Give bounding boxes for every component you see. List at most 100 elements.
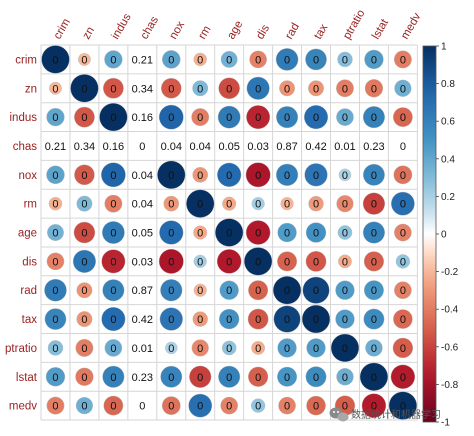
correlation-circle: [46, 396, 65, 415]
cell-value-label: 0: [110, 199, 116, 211]
correlation-circle: [160, 279, 183, 302]
correlation-circle: [46, 252, 65, 271]
correlation-circle: [278, 396, 296, 415]
column-label: dis: [254, 23, 272, 42]
correlation-circle: [304, 105, 329, 130]
row-label: lstat: [16, 372, 38, 384]
cell-value-label: 0: [197, 256, 203, 268]
row-labels: crim zn indus chas nox rm age dis rad tax ptratio l…: [5, 54, 38, 412]
correlation-circle: [391, 191, 415, 216]
cell-value-label: 0: [110, 228, 116, 240]
cell-value-label: 0: [110, 170, 116, 182]
colorbar-tick-label: 0.8: [441, 79, 455, 90]
cell-value-label: 0: [52, 170, 58, 182]
cell-value-label: 0: [342, 199, 348, 211]
correlation-circle: [302, 276, 330, 304]
correlation-circle: [47, 340, 64, 356]
correlation-circle: [103, 77, 124, 99]
cell-value-label: 0: [313, 228, 319, 240]
correlation-circle: [247, 308, 269, 330]
correlation-circle: [251, 341, 266, 355]
cell-value-label: 0: [81, 170, 87, 182]
cell-value-label: 0.16: [103, 141, 124, 153]
cell-value-label: 0: [284, 343, 290, 355]
colorbar-tick-label: 0.4: [441, 154, 455, 165]
correlation-circle: [104, 339, 123, 357]
cell-value-label: 0: [197, 372, 203, 384]
cell-value-label: 0: [226, 372, 232, 384]
correlation-circle: [193, 52, 207, 67]
cell-value-label: 0: [226, 170, 232, 182]
correlation-circle: [362, 221, 385, 244]
cell-value-label: 0: [110, 83, 116, 95]
correlation-circle: [220, 396, 238, 415]
correlation-circle: [245, 162, 271, 188]
cell-value-label: 0: [400, 54, 406, 66]
cell-value-label: 0: [52, 112, 58, 124]
cell-value-label: 0: [168, 54, 174, 66]
correlation-circle: [73, 221, 96, 244]
correlation-circle: [76, 282, 93, 299]
cell-value-label: 0: [400, 372, 406, 384]
correlation-circle: [394, 223, 412, 242]
correlation-circle: [157, 160, 186, 189]
correlation-circle: [216, 249, 242, 274]
cell-value-label: 0: [284, 170, 290, 182]
row-label: age: [18, 228, 37, 240]
cell-value-label: 0: [342, 343, 348, 355]
cell-value-label: 0: [52, 54, 58, 66]
cell-value-label: 0.04: [132, 170, 153, 182]
cell-value-label: 0: [371, 228, 377, 240]
correlation-circle: [395, 254, 411, 269]
correlation-circle: [75, 367, 94, 386]
cell-value-label: 0: [371, 170, 377, 182]
correlation-circle: [305, 48, 327, 71]
column-label: tax: [312, 22, 330, 42]
cell-value-label: 0.21: [45, 141, 66, 153]
colorbar-tick-label: -0.6: [441, 342, 459, 353]
column-label: indus: [110, 11, 134, 41]
colorbar-tick-label: 1: [441, 42, 447, 53]
cell-value-label: 0: [284, 285, 290, 297]
cell-value-label: 0: [255, 83, 261, 95]
correlation-circle: [336, 195, 354, 213]
cell-value-label: 0: [52, 199, 58, 211]
cell-value-label: 0: [226, 112, 232, 124]
cell-value-label: 0: [342, 83, 348, 95]
correlation-circle: [243, 247, 273, 276]
correlation-circle: [245, 220, 271, 245]
cell-value-label: 0: [371, 112, 377, 124]
cell-value-label: 0: [342, 401, 348, 413]
wechat-icon: [329, 407, 349, 422]
cell-value-label: 0: [371, 285, 377, 297]
correlation-circle: [336, 368, 354, 386]
cell-value-label: 0: [371, 83, 377, 95]
cell-value-label: 0: [342, 170, 348, 182]
cell-value-label: 0: [81, 285, 87, 297]
correlation-circle: [308, 195, 324, 212]
cell-value-label: 0: [400, 199, 406, 211]
correlation-circle: [277, 366, 298, 387]
correlation-circle: [279, 80, 296, 97]
cell-value-label: 0: [52, 314, 58, 326]
watermark: 数据统计和机器学习: [329, 407, 441, 422]
cell-value-label: 0: [400, 343, 406, 355]
cell-value-label: 0: [255, 314, 261, 326]
cell-value-label: 0: [371, 256, 377, 268]
cell-value-label: 0: [197, 285, 203, 297]
cell-value-label: 0: [168, 401, 174, 413]
correlation-circle: [364, 79, 384, 98]
cell-value-label: 0: [81, 112, 87, 124]
cell-value-label: 0: [168, 228, 174, 240]
correlation-circle: [215, 218, 244, 247]
cell-value-label: 0: [168, 372, 174, 384]
correlation-circle: [104, 50, 123, 69]
correlation-circle: [159, 220, 184, 245]
cell-value-label: 0.03: [247, 141, 268, 153]
correlation-circle: [158, 104, 184, 130]
cell-value-label: 0: [52, 228, 58, 240]
matrix-cells: 0 0 0 0.21 0 0 0 0 0 0 0 0 0 0 0 0 0.34 0 0 0 0 0 0 0 0 0 0 0 0 0.16 0…: [41, 45, 418, 420]
cell-value-label: 0: [110, 314, 116, 326]
correlation-circle: [46, 165, 65, 185]
correlation-circle: [188, 393, 213, 418]
